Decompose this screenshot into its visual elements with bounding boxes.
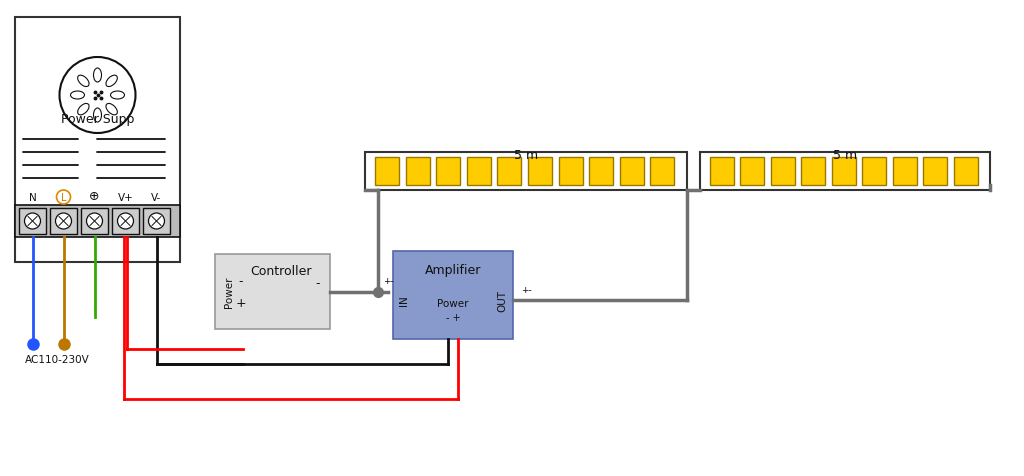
FancyBboxPatch shape (81, 208, 108, 235)
Circle shape (59, 58, 135, 134)
Ellipse shape (111, 92, 125, 100)
Ellipse shape (105, 104, 118, 116)
FancyBboxPatch shape (215, 255, 330, 329)
Text: +: + (236, 297, 247, 309)
FancyBboxPatch shape (893, 158, 916, 186)
FancyBboxPatch shape (650, 158, 675, 186)
Text: V+: V+ (118, 193, 133, 203)
FancyBboxPatch shape (710, 158, 734, 186)
Text: +-: +- (521, 286, 531, 294)
Text: Power: Power (437, 298, 469, 308)
FancyBboxPatch shape (50, 208, 77, 235)
Ellipse shape (93, 109, 101, 123)
FancyBboxPatch shape (143, 208, 170, 235)
FancyBboxPatch shape (740, 158, 765, 186)
Text: L: L (60, 193, 67, 203)
Text: V-: V- (152, 193, 162, 203)
Text: IN: IN (399, 295, 409, 306)
FancyBboxPatch shape (112, 208, 139, 235)
FancyBboxPatch shape (15, 206, 180, 238)
Circle shape (118, 214, 133, 229)
FancyBboxPatch shape (589, 158, 613, 186)
Ellipse shape (93, 69, 101, 83)
FancyBboxPatch shape (923, 158, 947, 186)
FancyBboxPatch shape (559, 158, 583, 186)
FancyBboxPatch shape (393, 251, 513, 339)
Text: - +: - + (445, 312, 461, 322)
Text: OUT: OUT (497, 289, 507, 311)
Text: 5 m: 5 m (514, 149, 538, 162)
Text: Amplifier: Amplifier (425, 263, 481, 277)
Text: ⊕: ⊕ (89, 189, 99, 203)
FancyBboxPatch shape (771, 158, 795, 186)
FancyBboxPatch shape (375, 158, 399, 186)
FancyBboxPatch shape (953, 158, 978, 186)
Circle shape (56, 190, 71, 205)
FancyBboxPatch shape (528, 158, 552, 186)
FancyBboxPatch shape (436, 158, 460, 186)
Text: Controller: Controller (250, 265, 311, 278)
FancyBboxPatch shape (365, 153, 687, 190)
Circle shape (148, 214, 165, 229)
FancyBboxPatch shape (19, 208, 46, 235)
FancyBboxPatch shape (700, 153, 990, 190)
Ellipse shape (78, 76, 89, 88)
FancyBboxPatch shape (620, 158, 644, 186)
Text: N: N (29, 193, 37, 203)
Text: 5 m: 5 m (833, 149, 857, 162)
FancyBboxPatch shape (862, 158, 886, 186)
Text: AC110-230V: AC110-230V (25, 354, 89, 364)
Text: +-: +- (383, 277, 394, 286)
Ellipse shape (105, 76, 118, 88)
FancyBboxPatch shape (802, 158, 825, 186)
Circle shape (55, 214, 72, 229)
FancyBboxPatch shape (498, 158, 521, 186)
Text: -: - (239, 274, 244, 287)
Text: Power Supp: Power Supp (60, 113, 134, 126)
FancyBboxPatch shape (467, 158, 490, 186)
FancyBboxPatch shape (831, 158, 856, 186)
Text: Power: Power (224, 276, 234, 307)
Circle shape (86, 214, 102, 229)
Text: -: - (315, 277, 321, 289)
Ellipse shape (71, 92, 85, 100)
Ellipse shape (78, 104, 89, 116)
FancyBboxPatch shape (406, 158, 430, 186)
FancyBboxPatch shape (15, 18, 180, 262)
Circle shape (25, 214, 41, 229)
